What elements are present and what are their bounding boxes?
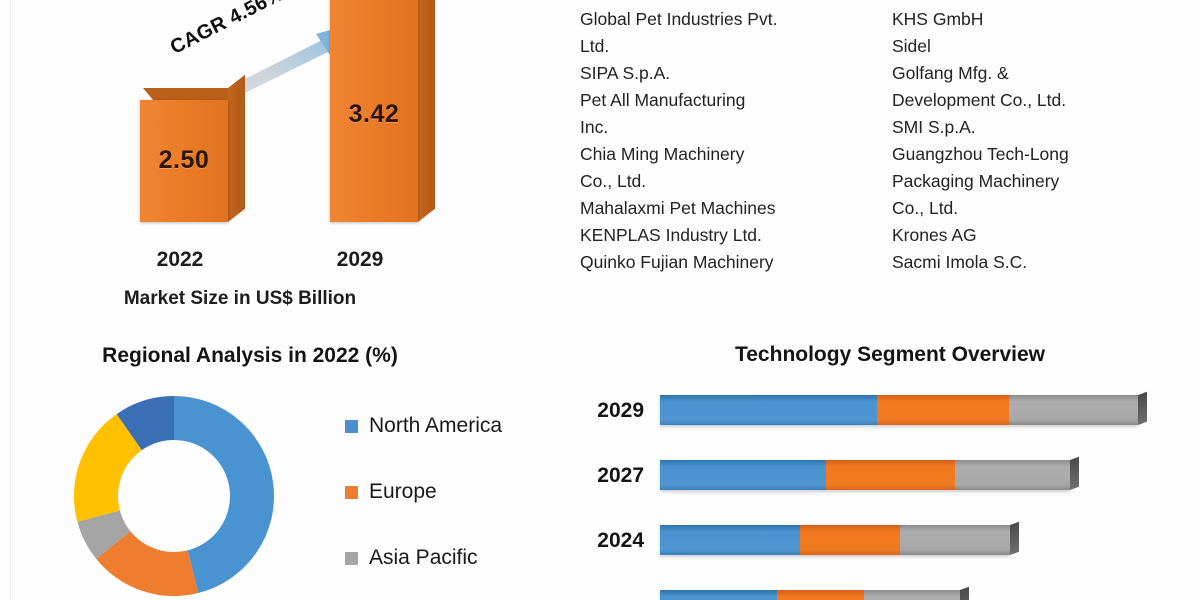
- tech-seg-gray: [864, 586, 969, 600]
- legend-label: Europe: [369, 480, 437, 503]
- bar-2022-side-face: [228, 74, 245, 222]
- tech-ylabel-2027: 2027: [597, 464, 644, 487]
- bar-2029-value: 3.42: [348, 100, 400, 128]
- list-item: Sacmi Imola S.C.: [892, 252, 1028, 272]
- tech-seg-gray: [1008, 391, 1147, 425]
- key-players-lists: Global Pet Industries Pvt. Ltd. SIPA S.p…: [580, 6, 1200, 326]
- list-item: Global Pet Industries Pvt.: [580, 9, 778, 29]
- donut-slice-asia-pacific: [77, 509, 132, 559]
- list-item: Packaging Machinery: [892, 171, 1060, 191]
- bar-xlabel-2022: 2022: [156, 248, 204, 271]
- regional-analysis-chart: Regional Analysis in 2022 (%) North Amer…: [0, 335, 560, 600]
- technology-segment-chart: Technology Segment Overview 2029 2027: [560, 335, 1200, 600]
- list-item: KENPLAS Industry Ltd.: [580, 225, 762, 245]
- legend-swatch-north-america: [345, 419, 358, 433]
- tech-ylabel-2029: 2029: [597, 399, 644, 422]
- tech-seg-orange: [777, 590, 864, 600]
- tech-seg-orange: [826, 460, 956, 490]
- list-item: KHS GmbH: [892, 9, 984, 29]
- regional-legend: North America Europe Asia Pacific: [345, 393, 560, 591]
- bar-2029-front-face: [330, 0, 418, 222]
- tech-seg-gray: [955, 456, 1079, 490]
- tech-bar-end-cap: [1069, 456, 1079, 490]
- list-item: Quinko Fujian Machinery: [580, 252, 774, 272]
- tech-seg-blue: [660, 395, 878, 425]
- list-item: Mahalaxmi Pet Machines: [580, 198, 776, 218]
- bar-2022-front-face: [140, 100, 228, 222]
- legend-item-europe: Europe: [345, 459, 560, 525]
- bar-xlabel-2029: 2029: [336, 248, 384, 271]
- regional-donut-svg: [74, 396, 274, 596]
- technology-chart-title: Technology Segment Overview: [734, 343, 1046, 366]
- legend-swatch-asia-pacific: [345, 551, 358, 565]
- donut-slice-south-america: [116, 396, 175, 451]
- donut-slice-north-america: [173, 396, 274, 594]
- tech-seg-orange: [800, 525, 900, 555]
- list-item: Chia Ming Machinery: [580, 144, 745, 164]
- bar-2029-side-face: [418, 0, 435, 223]
- bar-2022: 2.50: [140, 74, 245, 222]
- list-item: Development Co., Ltd.: [892, 90, 1067, 110]
- tech-seg-orange: [877, 395, 1009, 425]
- tech-bar-end-cap: [1137, 391, 1147, 425]
- list-item: SMI S.p.A.: [892, 117, 976, 137]
- tech-seg-blue: [660, 525, 800, 555]
- tech-bar-end-cap: [1010, 521, 1019, 555]
- market-size-axis-title: Market Size in US$ Billion: [123, 288, 357, 309]
- donut-slice-mea: [74, 414, 143, 522]
- legend-label: North America: [369, 414, 503, 437]
- list-item: SIPA S.p.A.: [580, 63, 671, 83]
- legend-swatch-europe: [345, 485, 358, 499]
- donut-slice-europe: [96, 530, 199, 596]
- bar-2029: 3.42: [330, 0, 435, 223]
- list-item: Krones AG: [892, 225, 977, 245]
- tech-bar-2024: [660, 521, 1019, 555]
- left-edge-rule: [10, 0, 11, 600]
- bar-2022-top-face: [142, 88, 242, 100]
- tech-bar-2022: [660, 586, 969, 600]
- tech-seg-gray: [899, 521, 1019, 555]
- legend-item-north-america: North America: [345, 393, 560, 459]
- company-column-left: Global Pet Industries Pvt. Ltd. SIPA S.p…: [580, 6, 870, 326]
- list-item: Golfang Mfg. &: [892, 63, 1009, 83]
- list-item: Pet All Manufacturing: [580, 90, 746, 110]
- list-item: Guangzhou Tech-Long: [892, 144, 1069, 164]
- regional-chart-title: Regional Analysis in 2022 (%): [102, 344, 398, 367]
- tech-bar-2029: [660, 391, 1147, 425]
- tech-seg-blue: [660, 590, 777, 600]
- tech-ylabel-2024: 2024: [597, 529, 644, 552]
- market-size-bar-chart: CAGR 4.56% 2.50 3.42 2022 2029 Market Si…: [0, 0, 560, 330]
- legend-label: Asia Pacific: [369, 546, 478, 569]
- tech-bar-2027: [660, 456, 1079, 490]
- tech-bar-end-cap: [960, 586, 969, 600]
- list-item: Co., Ltd.: [580, 171, 647, 191]
- legend-item-asia-pacific: Asia Pacific: [345, 525, 560, 591]
- tech-seg-blue: [660, 460, 827, 490]
- list-item: Sidel: [892, 36, 931, 56]
- list-item: Ltd.: [580, 36, 610, 56]
- list-item: Inc.: [580, 117, 609, 137]
- bar-2022-value: 2.50: [158, 146, 210, 174]
- list-item: Co., Ltd.: [892, 198, 959, 218]
- company-column-right: KHS GmbH Sidel Golfang Mfg. & Developmen…: [892, 6, 1182, 326]
